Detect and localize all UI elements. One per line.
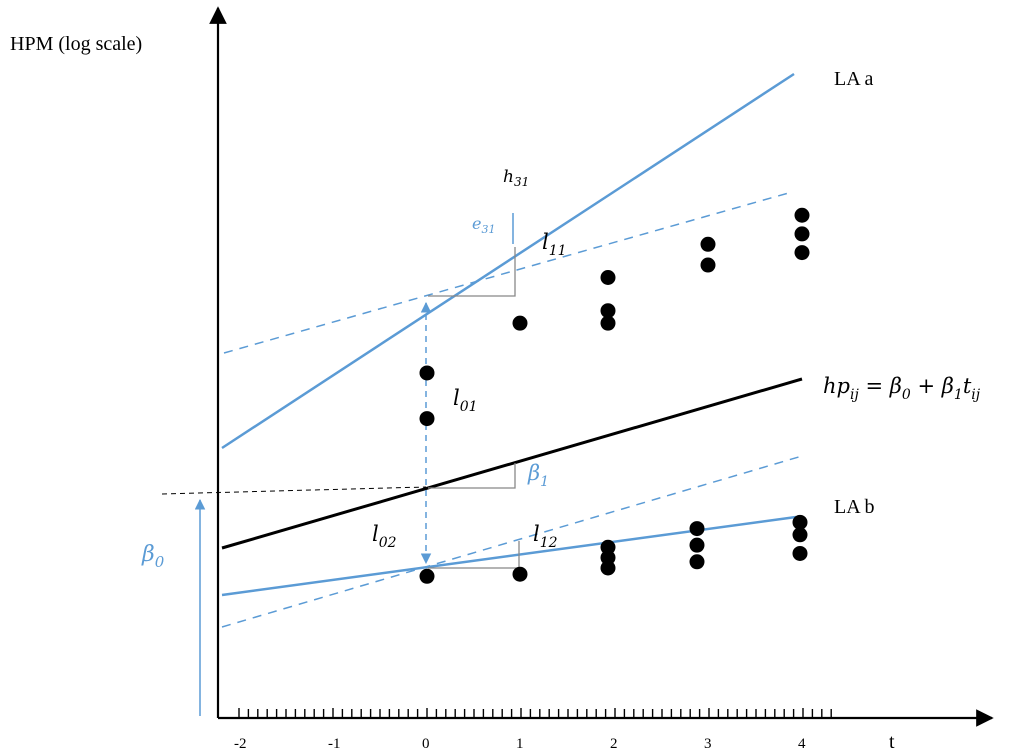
data-point	[600, 315, 616, 331]
la-b-points	[419, 514, 808, 584]
data-point	[419, 411, 435, 427]
y-axis-label: HPM (log scale)	[10, 33, 142, 55]
model-equation: hpij = β0 + β1tij	[823, 374, 981, 403]
data-point	[792, 545, 808, 561]
data-point	[600, 550, 616, 566]
la-a-slope-dashed-line	[223, 191, 793, 354]
x-axis-tick-labels: -2 -1 0 1 2 3 4	[234, 736, 806, 752]
x-tick-label: 4	[798, 736, 806, 752]
la-a-points	[419, 207, 810, 427]
data-point	[689, 554, 705, 570]
la-a-label: LA a	[834, 68, 874, 90]
data-point	[512, 566, 528, 582]
data-point	[600, 270, 616, 285]
la-a-regression-line	[221, 72, 795, 450]
data-point	[794, 226, 810, 242]
data-point	[600, 539, 616, 555]
intercept-guide-line	[161, 486, 427, 495]
la-b-slope-dashed-line	[221, 455, 803, 628]
data-point	[689, 521, 705, 537]
data-point	[689, 537, 705, 553]
label-l02: l02	[372, 522, 397, 551]
x-axis-label: t	[889, 731, 895, 753]
x-tick-label: 1	[516, 736, 524, 752]
x-tick-label: -2	[234, 736, 247, 752]
label-l12: l12	[533, 522, 558, 551]
data-point	[419, 365, 435, 381]
fixed-effect-line	[221, 377, 803, 550]
label-l11: l11	[542, 230, 567, 259]
data-point	[794, 245, 810, 261]
data-point	[792, 527, 808, 543]
data-point	[794, 207, 810, 223]
data-point	[700, 257, 716, 273]
data-point	[792, 514, 808, 530]
x-tick-label: -1	[328, 736, 341, 752]
data-point	[700, 236, 716, 252]
data-point	[512, 315, 528, 331]
la-b-label: LA b	[834, 496, 875, 518]
fixed-slope-triangle	[428, 463, 516, 489]
x-axis-ticks	[238, 708, 832, 718]
x-tick-label: 2	[610, 736, 618, 752]
la-a-slope-triangle	[428, 247, 516, 297]
data-point	[600, 303, 616, 319]
label-beta0: β0	[141, 542, 165, 571]
la-b-regression-line	[221, 515, 797, 597]
x-tick-label: 3	[704, 736, 712, 752]
x-tick-label: 0	[422, 736, 430, 752]
label-h31: h31	[503, 167, 529, 189]
label-e31: e31	[472, 214, 495, 236]
data-point	[600, 560, 616, 576]
label-beta1: β1	[527, 461, 549, 490]
data-point	[419, 568, 435, 584]
label-l01: l01	[453, 386, 478, 415]
